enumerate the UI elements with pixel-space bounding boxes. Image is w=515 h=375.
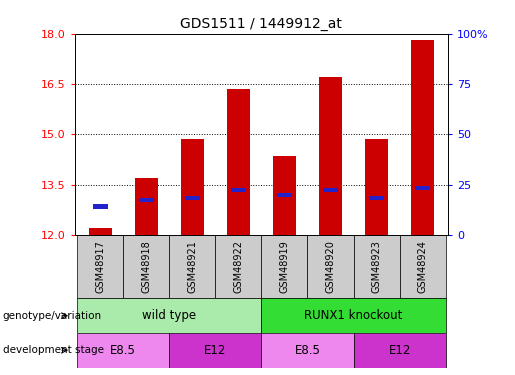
Bar — [261, 298, 446, 333]
Bar — [89, 228, 112, 235]
Title: GDS1511 / 1449912_at: GDS1511 / 1449912_at — [180, 17, 342, 32]
Bar — [231, 188, 246, 192]
Bar — [227, 89, 250, 235]
Bar — [169, 235, 215, 298]
Bar — [169, 333, 262, 368]
Text: E8.5: E8.5 — [110, 344, 136, 357]
Bar — [273, 156, 296, 235]
Bar — [365, 140, 388, 235]
Bar — [354, 333, 446, 368]
Bar — [185, 196, 200, 200]
Bar — [319, 77, 342, 235]
Text: RUNX1 knockout: RUNX1 knockout — [304, 309, 403, 322]
Bar — [123, 235, 169, 298]
Bar — [277, 193, 292, 197]
Bar — [77, 235, 123, 298]
Text: genotype/variation: genotype/variation — [3, 311, 101, 321]
Bar — [307, 235, 354, 298]
Text: E8.5: E8.5 — [295, 344, 320, 357]
Text: development stage: development stage — [3, 345, 104, 355]
Text: GSM48919: GSM48919 — [280, 240, 289, 293]
Text: GSM48922: GSM48922 — [233, 240, 243, 293]
Bar — [354, 235, 400, 298]
Bar — [369, 196, 384, 200]
Bar — [139, 198, 153, 202]
Text: GSM48921: GSM48921 — [187, 240, 197, 293]
Text: GSM48920: GSM48920 — [325, 240, 335, 293]
Text: E12: E12 — [388, 344, 411, 357]
Bar — [411, 40, 434, 235]
Bar — [261, 235, 307, 298]
Text: GSM48917: GSM48917 — [95, 240, 105, 293]
Bar — [77, 333, 169, 368]
Bar — [134, 178, 158, 235]
Text: wild type: wild type — [142, 309, 196, 322]
Bar — [400, 235, 446, 298]
Bar — [323, 188, 338, 192]
Bar — [215, 235, 261, 298]
Text: GSM48924: GSM48924 — [418, 240, 427, 293]
Text: E12: E12 — [204, 344, 227, 357]
Bar — [415, 186, 430, 190]
Text: GSM48923: GSM48923 — [372, 240, 382, 293]
Bar — [77, 298, 261, 333]
Text: GSM48918: GSM48918 — [141, 240, 151, 293]
Bar — [181, 140, 204, 235]
Bar — [93, 204, 108, 209]
Bar — [261, 333, 354, 368]
